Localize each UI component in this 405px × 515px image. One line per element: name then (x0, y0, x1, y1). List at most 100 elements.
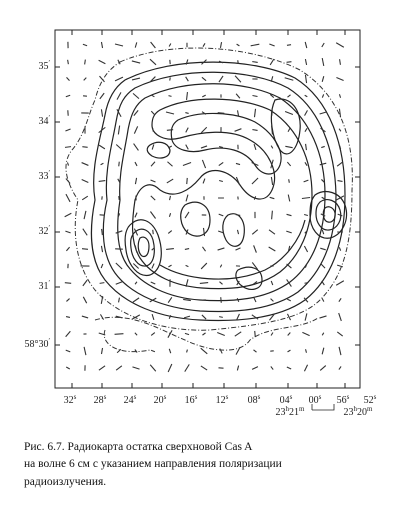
polarization-vector (236, 229, 240, 235)
polarization-vector (287, 349, 291, 353)
polarization-vector (132, 366, 140, 370)
polarization-vector (185, 264, 189, 268)
polarization-vector (184, 332, 190, 336)
ra-sup: m (299, 405, 305, 413)
polarization-vector (304, 41, 308, 49)
x-tick-main: 08 (248, 395, 258, 406)
polarization-vector (320, 213, 326, 217)
polarization-vector (132, 297, 140, 303)
polarization-vector (236, 280, 240, 286)
polarization-vector (305, 143, 307, 151)
polarization-vector (319, 315, 327, 319)
polarization-vector (186, 349, 188, 353)
x-tick-sup: s (164, 393, 167, 401)
ra-sup: h (286, 405, 290, 413)
polarization-vector (252, 129, 258, 131)
polarization-vector (201, 159, 207, 169)
polarization-vector (338, 94, 342, 98)
polarization-vector (132, 263, 140, 269)
x-tick-main: 24 (124, 395, 134, 406)
polarization-vector (202, 178, 206, 184)
polarization-vector (67, 59, 69, 65)
polarization-vector (83, 77, 87, 81)
polarization-vector (185, 229, 189, 235)
polarization-vector (167, 161, 173, 167)
polarization-vector (202, 246, 206, 252)
polarization-vector (98, 332, 106, 336)
polarization-vector (166, 248, 174, 250)
polarization-vector (201, 59, 207, 65)
polarization-vector (286, 61, 292, 63)
polarization-vector (218, 75, 224, 83)
polarization-vector (101, 228, 103, 236)
polarization-vector (131, 77, 141, 81)
map-frame (54, 29, 361, 389)
polarization-vector (100, 245, 104, 253)
x-tick-sup: s (374, 393, 377, 401)
contour (322, 206, 336, 223)
polarization-vector (270, 76, 274, 82)
polarization-vector (166, 178, 174, 184)
polarization-vector (185, 76, 189, 82)
y-tick-label: 34′ (38, 114, 50, 128)
polarization-vector (338, 346, 342, 356)
polarization-vector (235, 214, 241, 216)
y-tick-sup: ′ (48, 224, 50, 232)
polarization-vector (117, 178, 121, 184)
y-tick-main: 33 (38, 171, 48, 182)
polarization-vector (65, 316, 71, 318)
polarization-vector (269, 313, 275, 321)
y-tick-label: 32′ (38, 224, 50, 238)
polarization-vector (65, 193, 71, 203)
polarization-vector (286, 44, 292, 46)
polarization-vector (303, 297, 309, 303)
polarization-vector (81, 315, 89, 319)
polarization-vector (150, 332, 156, 336)
polarization-vector (304, 110, 308, 116)
polarization-vector (286, 230, 292, 234)
polarization-vector (253, 143, 257, 151)
x-tick-label: 52s (364, 393, 377, 407)
polarization-vector (303, 364, 309, 372)
polarization-vector (320, 263, 326, 269)
polarization-vector (150, 195, 156, 201)
polarization-vector (200, 262, 208, 270)
polarization-vector (118, 297, 120, 303)
polarization-vector (253, 245, 257, 253)
polarization-vector (218, 179, 224, 183)
polarization-vector (234, 128, 242, 132)
polarization-vector (150, 76, 156, 82)
x-tick-label: 20s (154, 393, 167, 407)
polarization-vector (184, 247, 190, 251)
polarization-vector (64, 212, 72, 218)
polarization-vector (82, 228, 88, 236)
polarization-vector (150, 349, 156, 353)
polarization-vector (251, 262, 259, 270)
polarization-vector (304, 94, 308, 98)
polarization-vector (303, 213, 309, 217)
x-tick-sup: s (195, 393, 198, 401)
polarization-vector (336, 77, 344, 81)
polarization-vector (168, 195, 172, 201)
polarization-vector (100, 296, 104, 304)
polarization-vector (149, 211, 157, 219)
x-tick-sup: s (258, 393, 261, 401)
polarization-vector (338, 108, 342, 118)
x-tick-sup: s (347, 393, 350, 401)
ra-minutes: 21 (289, 407, 299, 418)
ra-sup: m (367, 405, 373, 413)
polarization-vector (304, 162, 308, 166)
polarization-vector (186, 177, 188, 185)
polarization-vector (219, 316, 223, 318)
polarization-vector (236, 110, 240, 116)
polarization-vector (167, 363, 173, 373)
polarization-vector (251, 177, 259, 185)
polarization-vector (202, 332, 206, 336)
polarization-vector (304, 230, 308, 234)
polarization-vector (185, 127, 189, 133)
polarization-vector (99, 75, 105, 83)
polarization-vector (64, 282, 72, 284)
caption: Рис. 6.7. Радиокарта остатка сверхновой … (24, 441, 282, 488)
polarization-vector (81, 162, 89, 166)
polarization-vector (150, 41, 156, 49)
